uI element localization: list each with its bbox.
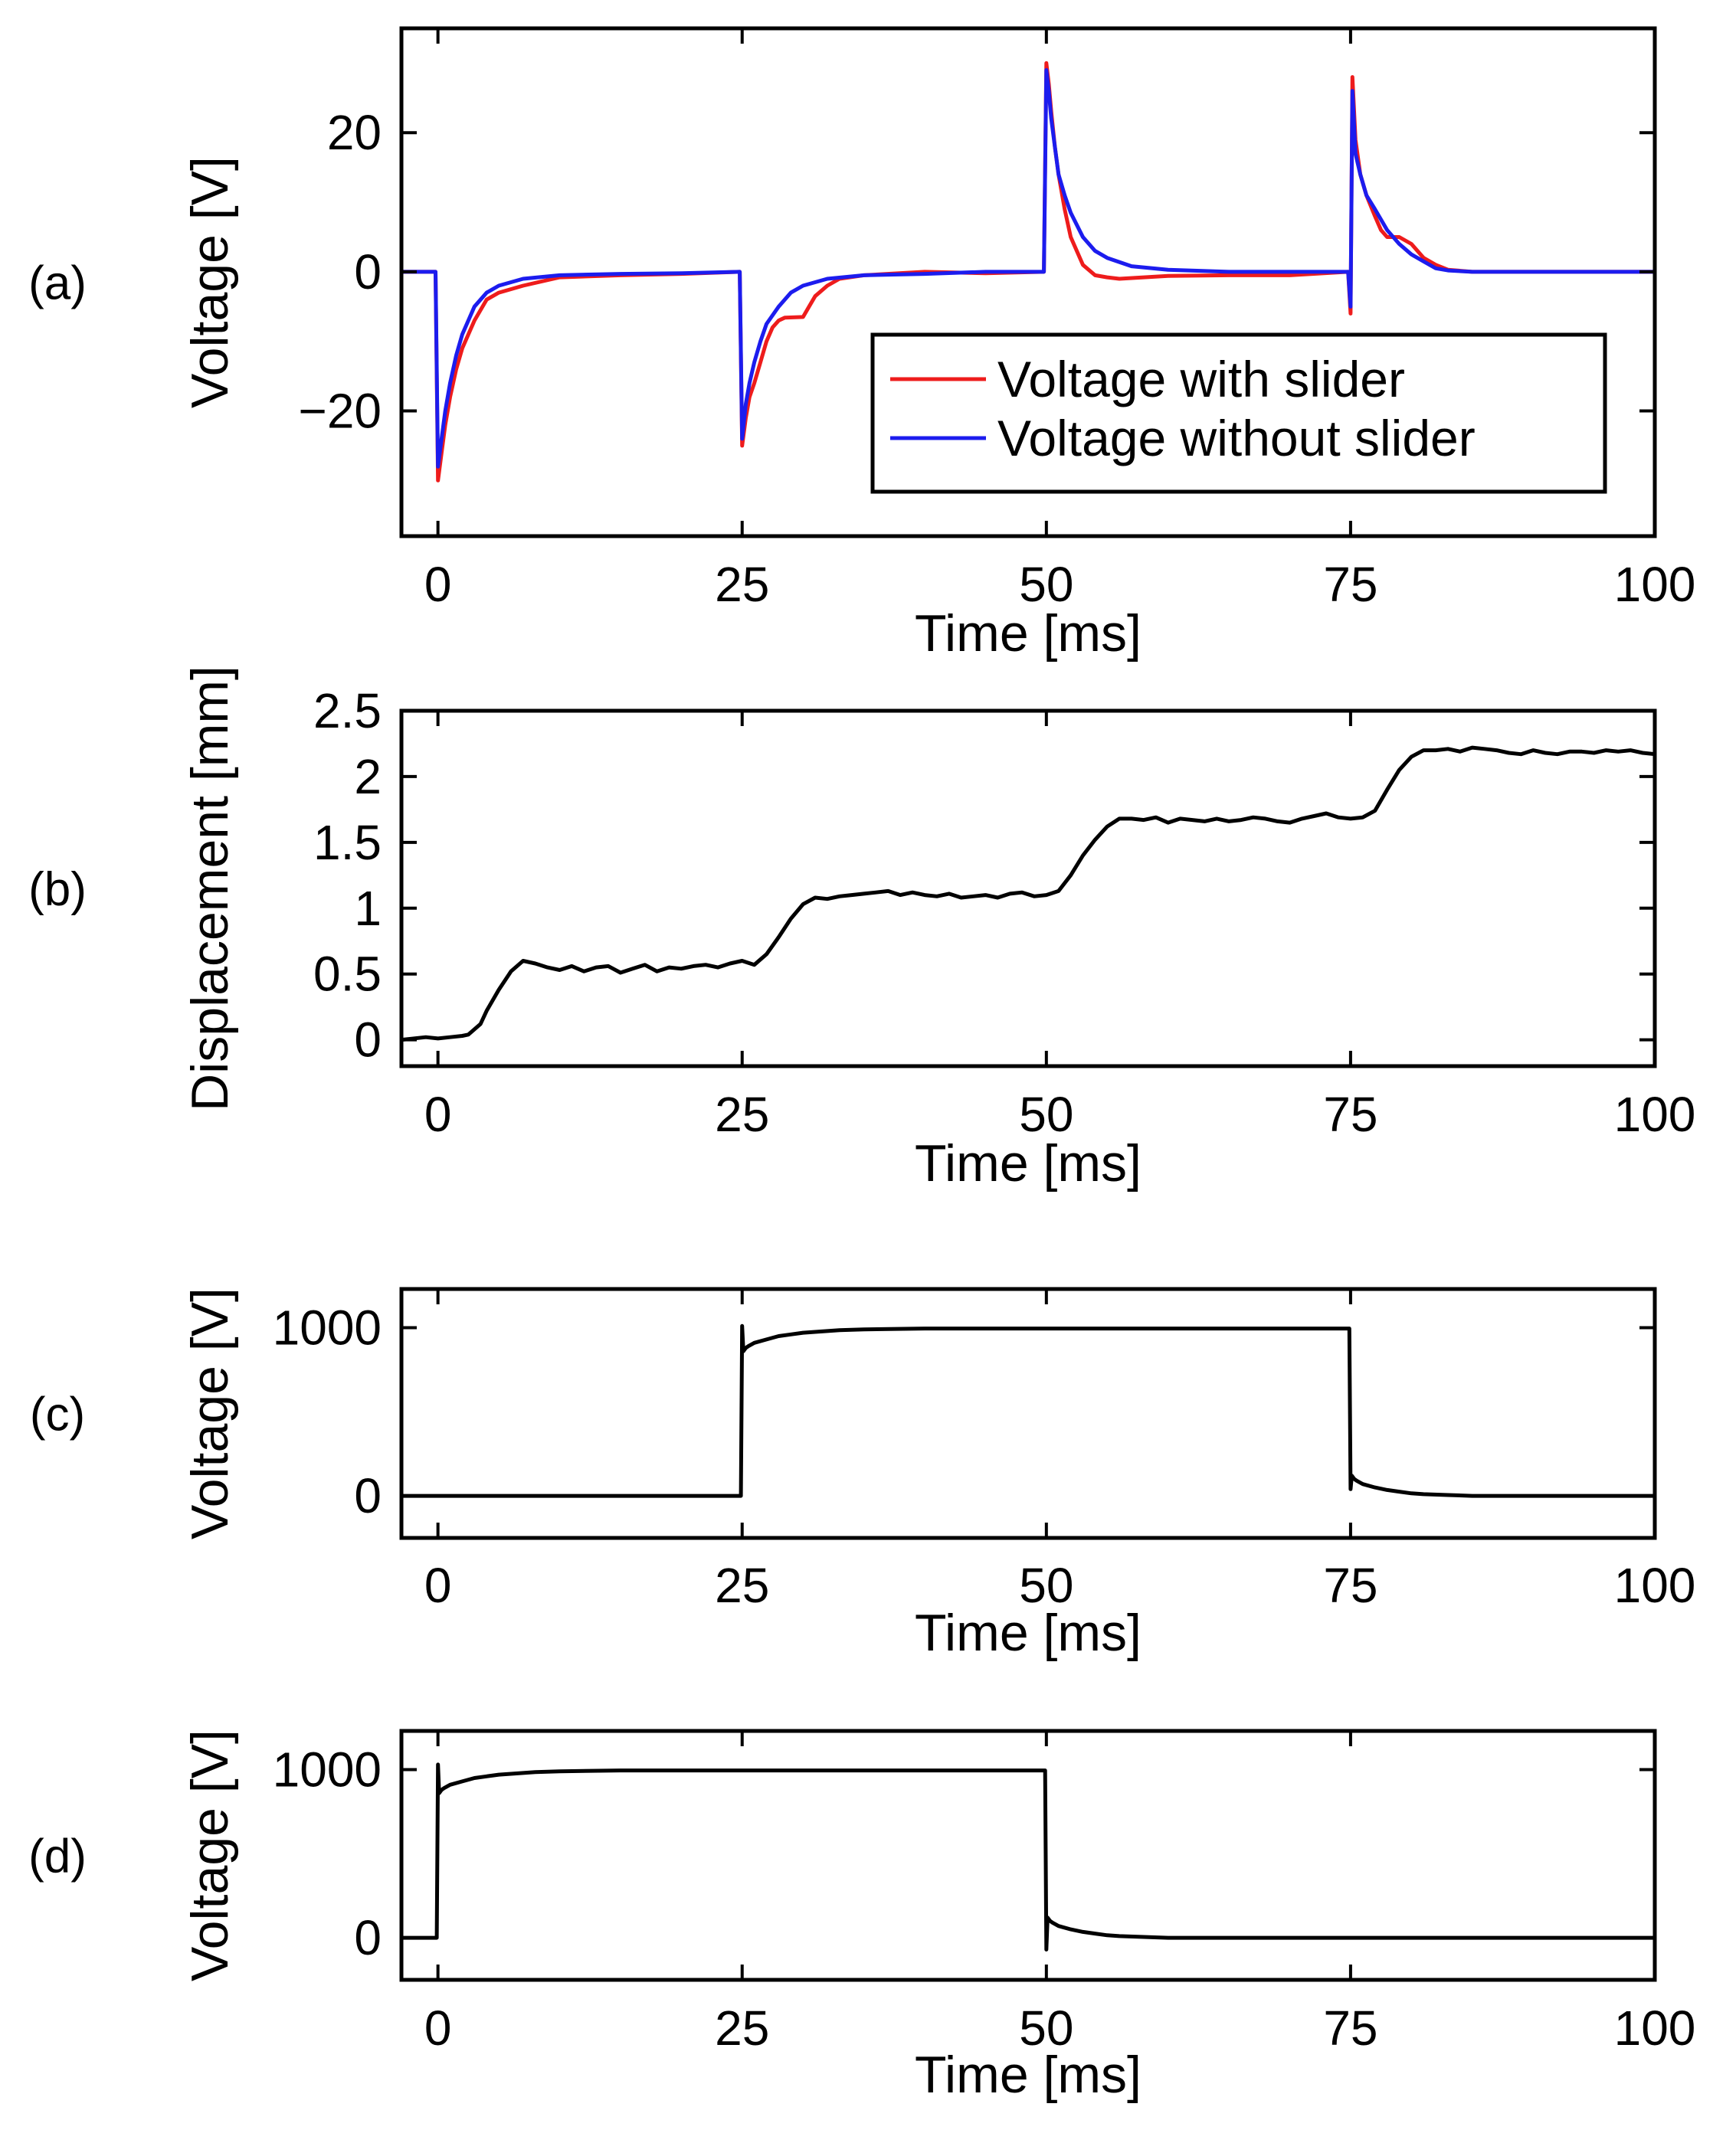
panel-b: 0 25 50 75 100 0 0.5 1 1.5 2 2.5 Time [ms] Displacem…: [28, 666, 1695, 1193]
x-tick-label: 25: [715, 1087, 769, 1142]
x-axis-label: Time [ms]: [915, 1604, 1142, 1662]
y-tick-label: 0: [354, 1910, 382, 1965]
y-tick-label: 0.5: [313, 947, 382, 1002]
x-tick-label: 0: [424, 1087, 452, 1142]
plot-frame: [399, 1287, 1657, 1540]
x-axis-label: Time [ms]: [915, 1134, 1142, 1193]
x-tick-label: 75: [1323, 1558, 1377, 1613]
x-tick-label: 100: [1614, 1558, 1696, 1613]
x-tick-label: 75: [1323, 557, 1377, 612]
y-tick-label: 0: [354, 1468, 382, 1523]
x-tick-label: 0: [424, 1558, 452, 1613]
x-tick-label: 25: [715, 1558, 769, 1613]
plot-frame: [399, 708, 1657, 1068]
legend-box: [870, 332, 1607, 494]
panel-label: (c): [30, 1389, 85, 1441]
panel-label: (a): [28, 257, 87, 310]
plot-frame: [399, 1729, 1657, 1982]
x-tick-label: 100: [1614, 1087, 1696, 1142]
y-tick-label: −20: [298, 384, 382, 439]
y-tick-label: 1000: [273, 1742, 382, 1798]
y-tick-label: 0: [354, 244, 382, 299]
x-tick-label: 0: [424, 2001, 452, 2056]
y-tick-label: 1000: [273, 1300, 382, 1356]
series-line-trace: [401, 745, 1655, 1042]
x-tick-label: 50: [1019, 1558, 1073, 1613]
series-line-trace: [401, 1323, 1655, 1498]
legend-entry: Voltage without slider: [997, 410, 1476, 466]
legend-entry: Voltage with slider: [997, 351, 1405, 407]
x-tick-label: 75: [1323, 2001, 1377, 2056]
panel-label: (b): [28, 863, 87, 916]
x-tick-label: 75: [1323, 1087, 1377, 1142]
panel-label: (d): [28, 1830, 87, 1883]
panel-a: 0 25 50 75 100 −20 0 20 Time [ms] Voltage [V] (a) V…: [28, 26, 1696, 663]
y-tick-label: 2: [354, 749, 382, 804]
x-tick-label: 0: [424, 557, 452, 612]
y-axis-label: Voltage [V]: [181, 1287, 239, 1539]
x-axis-label: Time [ms]: [915, 2046, 1142, 2104]
x-tick-label: 25: [715, 2001, 769, 2056]
y-tick-label: 1: [354, 881, 382, 936]
y-tick-label: 1.5: [313, 815, 382, 870]
x-tick-label: 50: [1019, 557, 1073, 612]
y-axis-label: Voltage [V]: [181, 1729, 239, 1981]
series-line-trace: [401, 1762, 1655, 1952]
series-line-without-slider: [401, 68, 1655, 469]
y-tick-label: 20: [327, 105, 382, 160]
y-tick-label: 0: [354, 1013, 382, 1068]
plot-frame: [399, 26, 1657, 538]
x-tick-label: 100: [1614, 557, 1696, 612]
x-tick-label: 25: [715, 557, 769, 612]
x-axis-label: Time [ms]: [915, 604, 1142, 663]
y-tick-label: 2.5: [313, 683, 382, 738]
y-axis-label: Voltage [V]: [181, 156, 239, 408]
x-tick-label: 50: [1019, 1087, 1073, 1142]
x-tick-label: 50: [1019, 2001, 1073, 2056]
x-tick-label: 100: [1614, 2001, 1696, 2056]
y-axis-label: Displacement [mm]: [181, 666, 239, 1111]
